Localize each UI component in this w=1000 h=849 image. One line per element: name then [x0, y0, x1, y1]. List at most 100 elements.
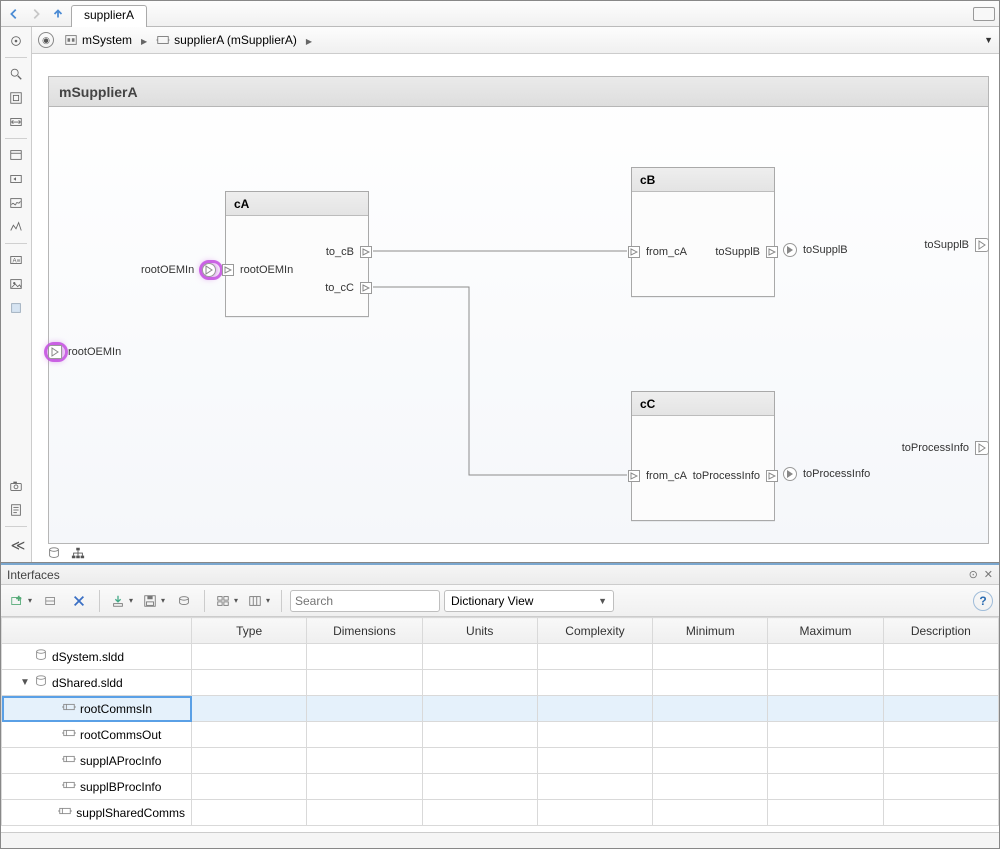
table-cell[interactable]: [192, 696, 307, 722]
table-cell[interactable]: [768, 670, 883, 696]
close-panel-icon[interactable]: ✕: [984, 568, 993, 581]
table-cell[interactable]: [537, 670, 652, 696]
column-header[interactable]: Type: [192, 618, 307, 644]
tab-supplierA[interactable]: supplierA: [71, 5, 147, 27]
table-cell[interactable]: [768, 644, 883, 670]
table-cell[interactable]: [537, 696, 652, 722]
fit-width-icon[interactable]: [6, 112, 26, 132]
scope-icon[interactable]: [6, 193, 26, 213]
column-header[interactable]: Complexity: [537, 618, 652, 644]
table-cell[interactable]: [883, 670, 998, 696]
breadcrumb-dropdown-icon[interactable]: ▼: [984, 35, 993, 45]
signal-icon[interactable]: [6, 217, 26, 237]
table-row[interactable]: rootCommsIn: [2, 696, 999, 722]
import-button[interactable]: [108, 590, 136, 612]
table-cell[interactable]: [422, 696, 537, 722]
diagram-canvas[interactable]: mSupplierA rootOEMIn rootOEMIn: [32, 54, 999, 562]
view-mode-dropdown[interactable]: Dictionary View ▼: [444, 590, 614, 612]
table-cell[interactable]: [537, 800, 652, 826]
image-icon[interactable]: [6, 274, 26, 294]
table-cell[interactable]: [768, 800, 883, 826]
table-cell[interactable]: [192, 670, 307, 696]
table-cell[interactable]: [192, 644, 307, 670]
table-row[interactable]: supplBProcInfo: [2, 774, 999, 800]
table-cell[interactable]: [537, 774, 652, 800]
delete-button[interactable]: [67, 590, 91, 612]
table-cell[interactable]: [883, 748, 998, 774]
help-button[interactable]: ?: [973, 591, 993, 611]
table-cell[interactable]: [307, 800, 422, 826]
table-cell[interactable]: [768, 696, 883, 722]
table-row[interactable]: ▼dShared.sldd: [2, 670, 999, 696]
table-row[interactable]: rootCommsOut: [2, 722, 999, 748]
table-cell[interactable]: [653, 670, 768, 696]
table-cell[interactable]: [307, 774, 422, 800]
report-icon[interactable]: [6, 500, 26, 520]
minimize-panel-icon[interactable]: ⊙: [969, 568, 978, 581]
column-header[interactable]: Description: [883, 618, 998, 644]
breadcrumb-item-supplierA[interactable]: supplierA (mSupplierA): [156, 33, 297, 47]
zoom-icon[interactable]: [6, 64, 26, 84]
table-cell[interactable]: [653, 696, 768, 722]
table-cell[interactable]: [883, 722, 998, 748]
window-icon[interactable]: [6, 145, 26, 165]
table-cell[interactable]: [422, 774, 537, 800]
camera-icon[interactable]: [6, 476, 26, 496]
tree-toggle-icon[interactable]: ▼: [20, 677, 30, 688]
table-cell[interactable]: [653, 722, 768, 748]
database-icon[interactable]: [46, 545, 62, 561]
table-row[interactable]: supplAProcInfo: [2, 748, 999, 774]
table-cell[interactable]: [883, 696, 998, 722]
table-cell[interactable]: [883, 800, 998, 826]
save-button[interactable]: [140, 590, 168, 612]
keyboard-icon[interactable]: [973, 7, 995, 21]
table-cell[interactable]: [653, 644, 768, 670]
column-header[interactable]: Units: [422, 618, 537, 644]
table-cell[interactable]: [422, 670, 537, 696]
table-cell[interactable]: [422, 748, 537, 774]
table-row[interactable]: dSystem.sldd: [2, 644, 999, 670]
table-cell[interactable]: [307, 670, 422, 696]
library-icon[interactable]: [6, 169, 26, 189]
table-cell[interactable]: [653, 774, 768, 800]
hierarchy-icon[interactable]: [70, 545, 86, 561]
collapse-toolstrip-button[interactable]: ≪: [11, 533, 22, 558]
table-cell[interactable]: [307, 696, 422, 722]
table-cell[interactable]: [883, 644, 998, 670]
table-cell[interactable]: [307, 644, 422, 670]
table-cell[interactable]: [653, 748, 768, 774]
table-row[interactable]: supplSharedComms: [2, 800, 999, 826]
column-header[interactable]: Minimum: [653, 618, 768, 644]
table-cell[interactable]: [883, 774, 998, 800]
target-icon[interactable]: [6, 31, 26, 51]
forward-button[interactable]: [27, 5, 45, 23]
table-cell[interactable]: [192, 774, 307, 800]
table-cell[interactable]: [307, 722, 422, 748]
search-field[interactable]: [295, 594, 450, 608]
columns-button[interactable]: [245, 590, 273, 612]
area-icon[interactable]: [6, 298, 26, 318]
column-header[interactable]: Dimensions: [307, 618, 422, 644]
table-cell[interactable]: [537, 722, 652, 748]
table-cell[interactable]: [653, 800, 768, 826]
column-header[interactable]: [2, 618, 192, 644]
table-cell[interactable]: [422, 722, 537, 748]
breadcrumb-item-mSystem[interactable]: mSystem: [64, 33, 132, 47]
table-cell[interactable]: [537, 748, 652, 774]
table-cell[interactable]: [192, 800, 307, 826]
fit-icon[interactable]: [6, 88, 26, 108]
model-browser-icon[interactable]: ◉: [38, 32, 54, 48]
up-button[interactable]: [49, 5, 67, 23]
table-cell[interactable]: [537, 644, 652, 670]
annotation-icon[interactable]: A≡: [6, 250, 26, 270]
table-cell[interactable]: [192, 748, 307, 774]
filter-button[interactable]: [213, 590, 241, 612]
search-input[interactable]: [290, 590, 440, 612]
table-cell[interactable]: [422, 800, 537, 826]
table-cell[interactable]: [192, 722, 307, 748]
link-button[interactable]: [172, 590, 196, 612]
back-button[interactable]: [5, 5, 23, 23]
add-interface-button[interactable]: [7, 590, 35, 612]
add-element-button[interactable]: [39, 590, 63, 612]
table-cell[interactable]: [768, 722, 883, 748]
